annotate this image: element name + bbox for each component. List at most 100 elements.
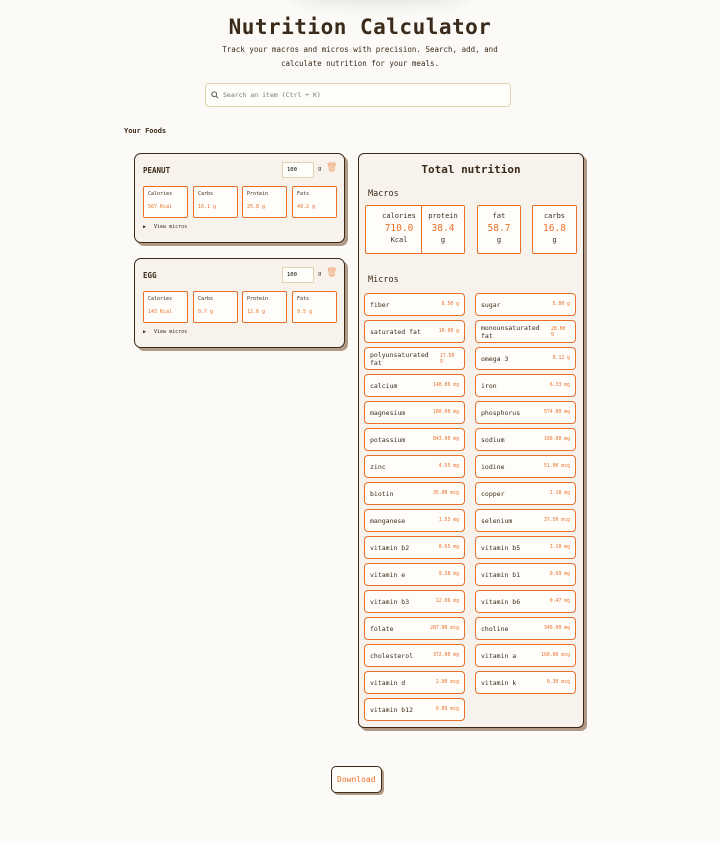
nutrient-label: Carbs (198, 191, 214, 197)
food-card: EGG g 🗑 Calories 143 Kcal Carbs 0.7 g Protein… (134, 258, 345, 348)
micro-label: selenium (481, 516, 513, 525)
macro-label: calories (382, 212, 416, 220)
micro-item: omega 3 0.12 g (475, 347, 576, 370)
trash-icon[interactable]: 🗑 (326, 268, 338, 278)
micro-label: vitamin b12 (370, 705, 414, 714)
micro-value: 287.00 mcg (430, 626, 459, 631)
micro-value: 0.89 mcg (435, 707, 459, 712)
micro-label: biotin (370, 489, 394, 498)
macro-unit: g (552, 236, 557, 244)
macro-box: carbs 16.8 g (532, 205, 577, 254)
micro-value: 28.00 g (550, 326, 566, 337)
macro-label: fat (492, 212, 506, 220)
trash-icon[interactable]: 🗑 (326, 163, 338, 173)
search-input[interactable] (223, 91, 503, 99)
micro-item: saturated fat 10.00 g (364, 320, 465, 343)
nutrient-value: 12.6 g (247, 309, 266, 315)
nutrient-box: Calories 567 Kcal (143, 186, 188, 218)
micro-item: vitamin b3 12.06 mg (364, 590, 465, 613)
micro-value: 17.50 g (439, 353, 455, 364)
micro-label: vitamin b3 (370, 597, 410, 606)
page-title: Nutrition Calculator (228, 15, 492, 39)
micro-item: vitamin a 160.00 mcg (475, 644, 576, 667)
micro-label: polyunsaturated fat (370, 350, 429, 367)
unit-label: g (318, 166, 322, 172)
nutrient-box: Fats 49.2 g (292, 186, 337, 218)
micro-item: potassium 843.00 mg (364, 428, 465, 451)
nutrient-box: Fats 9.5 g (292, 291, 337, 323)
micro-label: copper (481, 489, 505, 498)
nutrient-label: Calories (148, 296, 173, 302)
micro-value: 3.10 mg (549, 545, 570, 550)
macro-label: protein (428, 212, 458, 220)
micro-value: 0.47 mg (549, 599, 570, 604)
nutrient-label: Fats (297, 296, 310, 302)
micro-item: manganese 1.53 mg (364, 509, 465, 532)
micro-label: sugar (481, 300, 501, 309)
micro-item: vitamin b6 0.47 mg (475, 590, 576, 613)
quantity-input[interactable] (282, 162, 314, 178)
micro-label: monounsaturated fat (481, 323, 540, 340)
micro-item: cholesterol 372.00 mg (364, 644, 465, 667)
micro-value: 9.38 mg (438, 572, 459, 577)
micro-label: saturated fat (370, 327, 421, 336)
micro-value: 160.00 mg (544, 437, 570, 442)
micro-item: vitamin e 9.38 mg (364, 563, 465, 586)
micro-item: vitamin b1 0.69 mg (475, 563, 576, 586)
micro-value: 160.00 mcg (541, 653, 570, 658)
nutrient-label: Carbs (198, 296, 214, 302)
total-nutrition-panel: Total nutrition Macros Micros calories 71… (358, 153, 584, 728)
micro-value: 1.53 mg (438, 518, 459, 523)
micro-value: 0.30 mcg (546, 680, 570, 685)
micro-item: vitamin d 2.00 mcg (364, 671, 465, 694)
page-subtitle: Track your macros and micros with precis… (222, 45, 498, 68)
micro-label: vitamin a (481, 651, 517, 660)
micro-label: calcium (370, 381, 398, 390)
micro-label: iron (481, 381, 497, 390)
view-micros-toggle[interactable]: ▶ View micros (143, 329, 187, 335)
search-bar[interactable] (205, 83, 511, 107)
micro-item: iodine 51.00 mcg (475, 455, 576, 478)
view-micros-label: View micros (154, 224, 188, 230)
micro-label: phosphorus (481, 408, 521, 417)
micro-item: sugar 5.80 g (475, 293, 576, 316)
macro-unit: Kcal (390, 236, 408, 244)
micro-label: sodium (481, 435, 505, 444)
nutrient-value: 9.5 g (297, 309, 313, 315)
micro-value: 8.50 g (441, 302, 459, 307)
micro-item: iron 6.33 mg (475, 374, 576, 397)
micro-value: 180.00 mg (433, 410, 459, 415)
nutrient-value: 143 Kcal (148, 309, 173, 315)
micro-label: vitamin b5 (481, 543, 521, 552)
micro-item: vitamin b2 0.65 mg (364, 536, 465, 559)
micro-item: monounsaturated fat 28.00 g (475, 320, 576, 343)
nutrient-box: Protein 25.8 g (242, 186, 287, 218)
quantity-input[interactable] (282, 267, 314, 283)
nutrient-label: Protein (247, 191, 269, 197)
download-button[interactable]: Download (331, 766, 382, 793)
macro-box: protein 38.4 g (421, 205, 465, 254)
macro-value: 38.4 (431, 223, 455, 234)
search-icon (211, 91, 219, 99)
unit-label: g (318, 271, 322, 277)
micro-label: fiber (370, 300, 390, 309)
food-card: PEANUT g 🗑 Calories 567 Kcal Carbs 16.1 g Pro… (134, 153, 345, 243)
micro-label: vitamin b6 (481, 597, 521, 606)
micro-item: polyunsaturated fat 17.50 g (364, 347, 465, 370)
nutrient-value: 0.7 g (198, 309, 214, 315)
micro-item: copper 1.18 mg (475, 482, 576, 505)
micro-value: 0.69 mg (549, 572, 570, 577)
micro-value: 1.18 mg (549, 491, 570, 496)
nutrient-value: 49.2 g (297, 204, 316, 210)
micro-value: 51.00 mcg (544, 464, 570, 469)
total-title: Total nutrition (421, 163, 521, 176)
macro-unit: g (496, 236, 502, 244)
micro-label: magnesium (370, 408, 406, 417)
nutrient-box: Carbs 0.7 g (193, 291, 238, 323)
micro-value: 0.12 g (552, 356, 570, 361)
view-micros-toggle[interactable]: ▶ View micros (143, 224, 187, 230)
micro-item: magnesium 180.00 mg (364, 401, 465, 424)
micro-value: 2.00 mcg (435, 680, 459, 685)
triangle-right-icon: ▶ (143, 329, 147, 335)
micro-item: vitamin k 0.30 mcg (475, 671, 576, 694)
